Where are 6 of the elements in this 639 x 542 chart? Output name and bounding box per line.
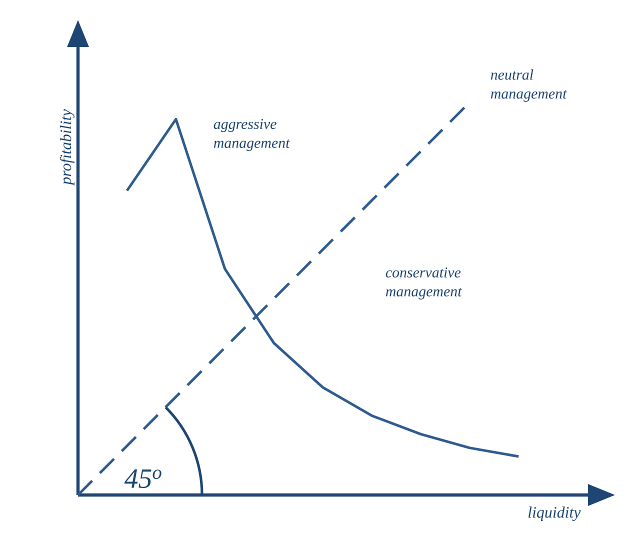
- text: neutral management: [490, 69, 568, 102]
- annotation: 45$^{o}$: [124, 469, 162, 488]
- y-axis-title: profitability: [60, 109, 74, 186]
- x-axis-title: liquidity: [528, 506, 581, 521]
- annotation: conservative management: [386, 267, 462, 300]
- annotation: aggressive management: [214, 118, 290, 151]
